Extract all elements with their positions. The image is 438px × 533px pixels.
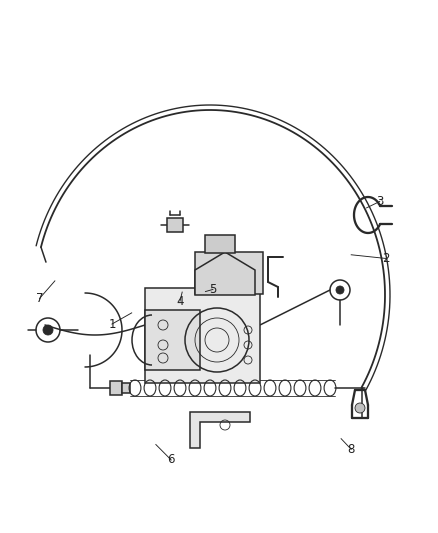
Circle shape	[43, 325, 53, 335]
Bar	[110, 381, 122, 395]
Bar	[194, 252, 262, 294]
Text: 8: 8	[347, 443, 354, 456]
Text: 3: 3	[375, 195, 382, 208]
Text: 2: 2	[381, 252, 389, 265]
Text: 7: 7	[35, 292, 43, 305]
Polygon shape	[194, 252, 254, 295]
Bar	[122, 383, 130, 393]
Bar	[145, 310, 200, 370]
Text: 4: 4	[176, 295, 184, 308]
Text: 6: 6	[167, 454, 175, 466]
Text: 5: 5	[209, 283, 216, 296]
Bar	[205, 235, 234, 253]
Bar	[145, 288, 259, 383]
Bar	[166, 218, 183, 232]
Circle shape	[335, 286, 343, 294]
Circle shape	[354, 403, 364, 413]
Polygon shape	[190, 412, 249, 448]
Text: 1: 1	[108, 318, 116, 330]
